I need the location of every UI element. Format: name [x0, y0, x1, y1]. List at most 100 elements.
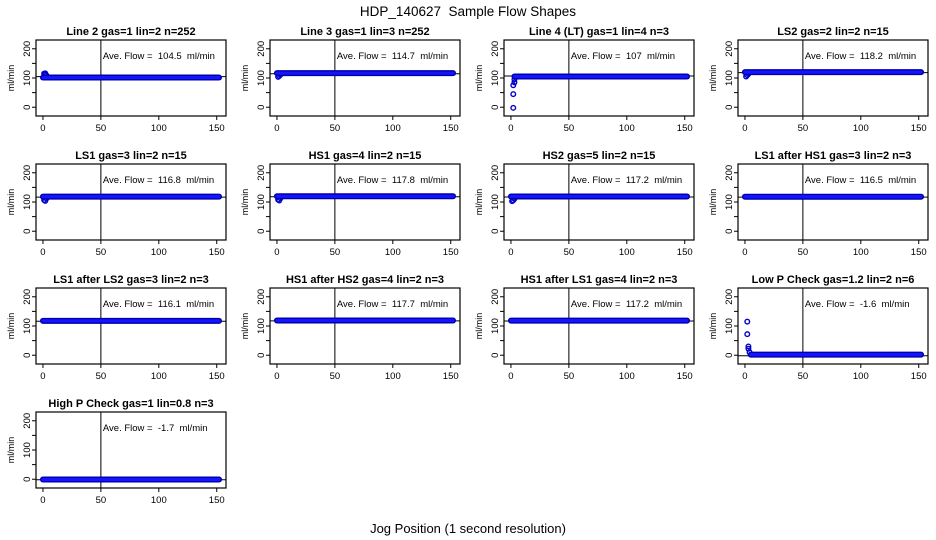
- panel-title: Line 3 gas=1 lin=3 n=252: [300, 26, 429, 38]
- average-flow-label: Ave. Flow = 114.7 ml/min: [337, 51, 448, 62]
- panel-title: High P Check gas=1 lin=0.8 n=3: [48, 398, 213, 410]
- y-tick-label: 0: [256, 229, 267, 234]
- average-flow-label: Ave. Flow = 116.8 ml/min: [103, 175, 214, 186]
- subplot-panel: Low P Check gas=1.2 lin=2 n=6 0 100 200 ml/m…: [702, 272, 936, 396]
- x-tick-label: 100: [151, 495, 167, 506]
- subplot-panel: HS1 gas=4 lin=2 n=15 0 100 200 ml/min 0 50 100 1…: [234, 148, 468, 272]
- panel-title: LS2 gas=2 lin=2 n=15: [777, 26, 889, 38]
- x-tick-label: 150: [677, 371, 693, 382]
- x-tick-label: 50: [798, 247, 809, 258]
- x-tick-label: 150: [911, 247, 927, 258]
- x-tick-label: 0: [40, 495, 45, 506]
- panel-title: Line 2 gas=1 lin=2 n=252: [66, 26, 195, 38]
- subplot-panel: Line 4 (LT) gas=1 lin=4 n=3 0 100 200 ml/min…: [468, 24, 702, 148]
- panel-grid: Line 2 gas=1 lin=2 n=252 0 100 200 ml/min 0 50…: [0, 24, 936, 520]
- y-tick-label: 0: [724, 353, 735, 358]
- y-tick-label: 200: [724, 41, 735, 57]
- x-tick-label: 50: [564, 371, 575, 382]
- x-tick-label: 0: [742, 123, 747, 134]
- x-tick-label: 150: [677, 247, 693, 258]
- y-tick-label: 200: [22, 165, 33, 181]
- y-tick-label: 0: [22, 477, 33, 482]
- x-tick-label: 0: [40, 247, 45, 258]
- y-tick-label: 200: [256, 165, 267, 181]
- y-tick-label: 100: [724, 194, 735, 210]
- panel-title: HS2 gas=5 lin=2 n=15: [543, 150, 656, 162]
- y-tick-label: 200: [724, 289, 735, 305]
- y-tick-label: 0: [724, 105, 735, 110]
- y-tick-label: 100: [256, 194, 267, 210]
- panel-title: LS1 after HS1 gas=3 lin=2 n=3: [755, 150, 912, 162]
- average-flow-label: Ave. Flow = 117.8 ml/min: [337, 175, 448, 186]
- y-axis-label: ml/min: [474, 313, 484, 340]
- subplot-panel: High P Check gas=1 lin=0.8 n=3 0 100 200 ml/…: [0, 396, 234, 520]
- x-tick-label: 50: [330, 123, 341, 134]
- y-tick-label: 0: [490, 353, 501, 358]
- y-tick-label: 100: [724, 70, 735, 86]
- data-point: [745, 343, 752, 350]
- data-point: [511, 79, 518, 86]
- y-axis-label: ml/min: [708, 65, 718, 92]
- subplot-panel: LS2 gas=2 lin=2 n=15 0 100 200 ml/min 0 50 100 1…: [702, 24, 936, 148]
- subplot-svg: Line 2 gas=1 lin=2 n=252 0 100 200 ml/min 0 50…: [6, 26, 227, 134]
- average-flow-label: Ave. Flow = 118.2 ml/min: [805, 51, 916, 62]
- x-tick-label: 150: [209, 123, 225, 134]
- x-tick-label: 50: [96, 371, 107, 382]
- average-flow-label: Ave. Flow = 104.5 ml/min: [103, 51, 215, 62]
- subplot-panel: LS1 after LS2 gas=3 lin=2 n=3 0 100 200 ml/m…: [0, 272, 234, 396]
- y-axis-label: ml/min: [708, 313, 718, 340]
- y-axis-label: ml/min: [474, 189, 484, 216]
- y-axis-label: ml/min: [6, 189, 16, 216]
- panel-title: LS1 after LS2 gas=3 lin=2 n=3: [53, 274, 209, 286]
- average-flow-label: Ave. Flow = 117.2 ml/min: [571, 175, 682, 186]
- average-flow-label: Ave. Flow = 107 ml/min: [571, 51, 675, 62]
- x-tick-label: 100: [151, 123, 167, 134]
- figure-title: HDP_140627 Sample Flow Shapes: [359, 4, 577, 19]
- data-point: [744, 331, 751, 338]
- y-tick-label: 200: [22, 41, 33, 57]
- x-tick-label: 100: [853, 247, 869, 258]
- average-flow-label: Ave. Flow = 116.5 ml/min: [805, 175, 916, 186]
- subplot-panel: HS1 after LS1 gas=4 lin=2 n=3 0 100 200 ml/m…: [468, 272, 702, 396]
- subplot-svg: LS1 gas=3 lin=2 n=15 0 100 200 ml/min 0 50 100 1…: [6, 150, 227, 258]
- x-tick-label: 100: [619, 247, 635, 258]
- panel-title: Line 4 (LT) gas=1 lin=4 n=3: [529, 26, 669, 38]
- y-tick-label: 200: [256, 41, 267, 57]
- y-tick-label: 100: [22, 318, 33, 334]
- subplot-svg: HS1 after HS2 gas=4 lin=2 n=3 0 100 200 ml/m…: [240, 274, 461, 382]
- y-tick-label: 200: [724, 165, 735, 181]
- y-tick-label: 0: [490, 105, 501, 110]
- y-tick-label: 100: [724, 318, 735, 334]
- y-tick-label: 200: [490, 165, 501, 181]
- y-tick-label: 0: [724, 229, 735, 234]
- panel-title: HS1 gas=4 lin=2 n=15: [309, 150, 422, 162]
- x-tick-label: 150: [911, 371, 927, 382]
- y-tick-label: 100: [22, 70, 33, 86]
- y-tick-label: 0: [22, 105, 33, 110]
- y-tick-label: 0: [22, 229, 33, 234]
- x-tick-label: 100: [151, 247, 167, 258]
- y-tick-label: 100: [22, 442, 33, 458]
- panel-title: Low P Check gas=1.2 lin=2 n=6: [752, 274, 915, 286]
- subplot-panel: LS1 gas=3 lin=2 n=15 0 100 200 ml/min 0 50 100 1…: [0, 148, 234, 272]
- data-point: [510, 104, 517, 111]
- y-tick-label: 100: [490, 70, 501, 86]
- x-tick-label: 100: [853, 123, 869, 134]
- subplot-svg: HS1 after LS1 gas=4 lin=2 n=3 0 100 200 ml/m…: [474, 274, 695, 382]
- average-flow-label: Ave. Flow = 117.2 ml/min: [571, 299, 682, 310]
- y-tick-label: 200: [490, 289, 501, 305]
- x-tick-label: 0: [40, 123, 45, 134]
- y-tick-label: 100: [490, 318, 501, 334]
- x-tick-label: 0: [508, 123, 513, 134]
- panel-title: LS1 gas=3 lin=2 n=15: [75, 150, 187, 162]
- x-tick-label: 50: [96, 247, 107, 258]
- x-tick-label: 150: [911, 123, 927, 134]
- x-tick-label: 50: [96, 123, 107, 134]
- subplot-svg: Line 3 gas=1 lin=3 n=252 0 100 200 ml/min 0 50…: [240, 26, 461, 134]
- y-axis-label: ml/min: [6, 65, 16, 92]
- x-tick-label: 150: [209, 495, 225, 506]
- data-point: [745, 345, 752, 352]
- data-point: [510, 82, 517, 89]
- x-tick-label: 100: [385, 247, 401, 258]
